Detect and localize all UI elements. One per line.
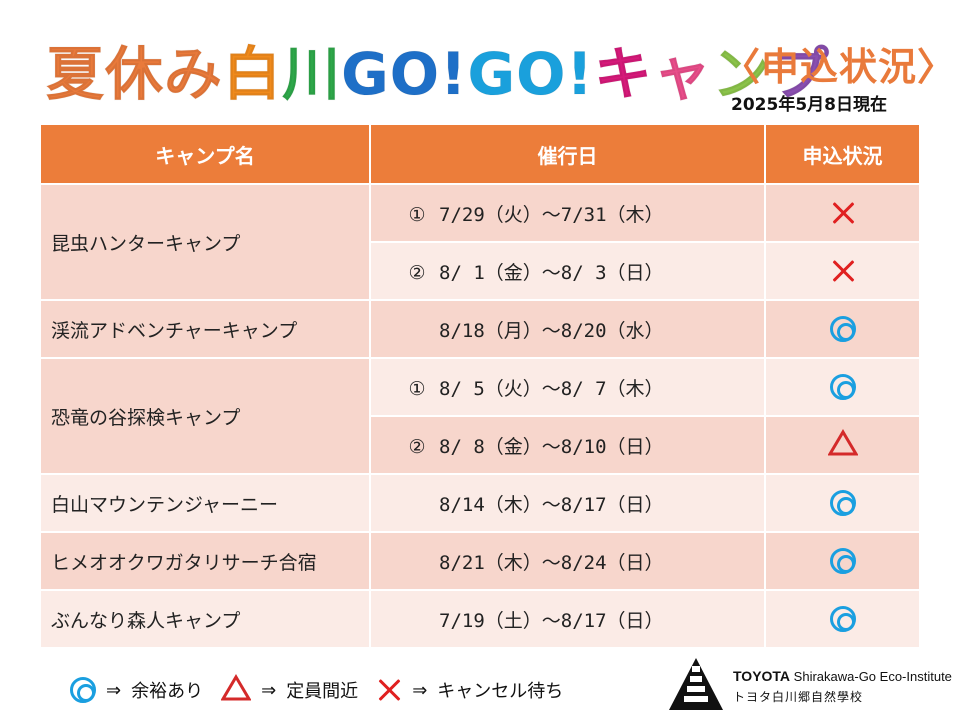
- table-row: 恐竜の谷探検キャンプ ① 8/ 5（火）～8/ 7（木）: [39, 357, 921, 475]
- cross-icon: [376, 677, 402, 703]
- legend-arrow: ⇒: [261, 679, 277, 701]
- camp-name-cell: 恐竜の谷探検キャンプ: [39, 357, 371, 475]
- session-date: 8/14（木）～8/17（日）: [439, 493, 664, 516]
- table-row: ② 8/ 8（金）～8/10（日）: [40, 415, 921, 475]
- date-cell: ② 8/ 8（金）～8/10（日）: [369, 415, 766, 475]
- cross-icon: [830, 258, 856, 284]
- title-char: ャ: [652, 40, 712, 108]
- title-char: G: [467, 40, 517, 108]
- date-cell: 7/19（土）～8/17（日）: [369, 589, 766, 649]
- status-cell: [764, 183, 921, 243]
- title-char: 川: [282, 40, 342, 108]
- legend-arrow: ⇒: [106, 679, 122, 701]
- logo-brand: TOYOTA: [733, 668, 791, 684]
- legend-arrow: ⇒: [412, 679, 428, 701]
- double-circle-icon: [829, 548, 856, 574]
- table-header-row: キャンプ名 催行日 申込状況: [39, 125, 921, 184]
- table-row: ヒメオオクワガタリサーチ合宿 8/21（木）～8/24（日）: [39, 531, 921, 591]
- legend-item: ⇒ キャンセル待ち: [376, 677, 563, 703]
- date-cell: 8/18（月）～8/20（水）: [369, 299, 766, 359]
- date-cell: ① 7/29（火）～7/31（木）: [369, 183, 766, 243]
- session-date: 7/29（火）～7/31（木）: [439, 203, 664, 226]
- date-cell: ② 8/ 1（金）～8/ 3（日）: [369, 241, 766, 301]
- status-cell: [764, 357, 921, 417]
- status-cell: [764, 299, 921, 359]
- title-char: !: [566, 40, 594, 108]
- legend-item: ⇒ 余裕あり: [70, 677, 203, 703]
- legend: ⇒ 余裕あり ⇒ 定員間近 ⇒ キャンセル待ち: [70, 673, 581, 707]
- title-char: !: [439, 40, 468, 108]
- session-date: 8/18（月）～8/20（水）: [439, 319, 664, 342]
- camp-name-cell: 昆虫ハンターキャンプ: [39, 183, 371, 301]
- session-number: ①: [408, 377, 426, 400]
- status-cell: [764, 241, 921, 301]
- header-camp-name: キャンプ名: [39, 125, 371, 184]
- table-row: 昆虫ハンターキャンプ ① 7/29（火）～7/31（木）: [39, 183, 921, 301]
- session-date: 7/19（土）～8/17（日）: [439, 609, 664, 632]
- title-char: プ: [770, 40, 830, 108]
- table-row: 白山マウンテンジャーニー 8/14（木）～8/17（日）: [39, 473, 921, 533]
- triangle-icon: [826, 428, 859, 462]
- legend-label: キャンセル待ち: [437, 681, 564, 702]
- session-date: 8/ 1（金）～8/ 3（日）: [439, 261, 664, 284]
- table-row: ② 8/ 1（金）～8/ 3（日）: [40, 241, 921, 301]
- camp-name-cell: ヒメオオクワガタリサーチ合宿: [39, 531, 371, 591]
- status-cell: [764, 473, 921, 533]
- legend-item: ⇒ 定員間近: [220, 673, 359, 707]
- logo-mark: [669, 658, 723, 710]
- double-circle-icon: [70, 677, 96, 703]
- date-cell: ① 8/ 5（火）～8/ 7（木）: [369, 357, 766, 417]
- cross-icon: [830, 200, 856, 226]
- title-char: キ: [593, 40, 653, 108]
- double-circle-icon: [829, 490, 856, 516]
- status-cell: [764, 531, 921, 591]
- table-row: ぶんなり森人キャンプ 7/19（土）～8/17（日）: [39, 589, 921, 649]
- header-dates: 催行日: [369, 125, 766, 184]
- legend-label: 定員間近: [286, 681, 359, 702]
- title-char: 休: [105, 40, 165, 108]
- double-circle-icon: [829, 316, 856, 342]
- status-cell: [764, 589, 921, 649]
- title-char: ン: [711, 40, 771, 108]
- title-char: 夏: [45, 40, 106, 108]
- legend-label: 余裕あり: [131, 681, 204, 702]
- double-circle-icon: [829, 606, 856, 632]
- camp-name-cell: 白山マウンテンジャーニー: [39, 473, 371, 533]
- as-of-date: 2025年5月8日現在: [731, 95, 887, 115]
- triangle-icon: [220, 673, 252, 707]
- header-status: 申込状況: [764, 125, 921, 184]
- session-date: 8/ 5（火）～8/ 7（木）: [439, 377, 664, 400]
- camp-status-table: キャンプ名 催行日 申込状況 昆虫ハンターキャンプ ① 7/29（火）～7/31（木…: [39, 125, 921, 649]
- logo-name-en: Shirakawa-Go Eco-Institute: [793, 669, 952, 684]
- session-number: ②: [408, 261, 426, 284]
- title-char: G: [341, 40, 390, 108]
- title-char: み: [164, 40, 224, 108]
- title-text: 夏休み白川 G O! G O! キャンプ: [45, 40, 830, 108]
- session-date: 8/ 8（金）～8/10（日）: [439, 435, 664, 458]
- title-char: 白: [223, 40, 283, 108]
- camp-name-cell: 渓流アドベンチャーキャンプ: [39, 299, 371, 359]
- title-char: O: [389, 40, 440, 108]
- logo-english-name: TOYOTA Shirakawa-Go Eco-Institute: [733, 668, 952, 684]
- camp-name-cell: ぶんなり森人キャンプ: [39, 589, 371, 649]
- title-status: 〈申込状況〉: [722, 45, 957, 89]
- date-cell: 8/14（木）～8/17（日）: [369, 473, 766, 533]
- session-date: 8/21（木）～8/24（日）: [439, 551, 664, 574]
- double-circle-icon: [829, 374, 856, 400]
- logo-japanese-name: トヨタ白川郷自然學校: [733, 690, 864, 704]
- title-char: O: [516, 40, 567, 108]
- session-number: ②: [408, 435, 426, 458]
- table-row: 渓流アドベンチャーキャンプ 8/18（月）～8/20（水）: [39, 299, 921, 359]
- status-cell: [764, 415, 921, 475]
- date-cell: 8/21（木）～8/24（日）: [369, 531, 766, 591]
- institute-logo: TOYOTA Shirakawa-Go Eco-Institute トヨタ白川郷…: [665, 656, 955, 714]
- page-title: 夏休み白川 G O! G O! キャンプ: [45, 34, 830, 114]
- session-number: ①: [408, 203, 426, 226]
